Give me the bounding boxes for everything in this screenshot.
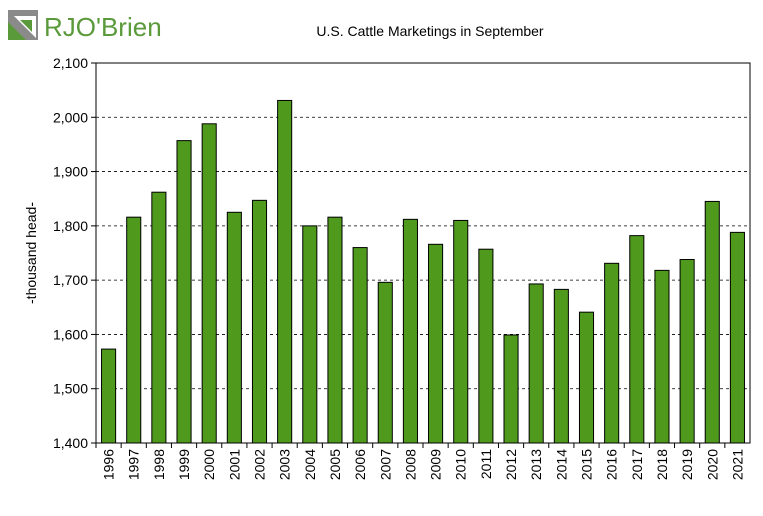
bar-2014 xyxy=(553,288,569,444)
x-tick-label-2011: 2011 xyxy=(478,449,494,479)
x-tick-label-2000: 2000 xyxy=(201,449,217,480)
bar-2000 xyxy=(201,123,217,444)
x-tick-label-2006: 2006 xyxy=(352,449,368,480)
bar-2007 xyxy=(377,281,393,444)
x-tick-label-2001: 2001 xyxy=(226,449,242,480)
logo-text: RJO'Brien xyxy=(44,12,162,42)
bar-2009 xyxy=(428,243,444,444)
y-axis-label: -thousand head- xyxy=(23,202,39,304)
y-tick-label: 1,400 xyxy=(53,435,88,451)
y-tick-label: 2,100 xyxy=(53,55,88,71)
x-tick-label-2004: 2004 xyxy=(302,449,318,480)
bar-2021 xyxy=(729,231,745,444)
bar-2002 xyxy=(251,199,268,444)
bar-2008 xyxy=(402,218,418,444)
x-tick-label-1999: 1999 xyxy=(176,449,192,480)
x-tick-label-2018: 2018 xyxy=(654,449,670,480)
bar-2001 xyxy=(226,211,242,444)
x-tick-label-1997: 1997 xyxy=(126,449,142,480)
bar-1998 xyxy=(151,191,167,444)
bar-2011 xyxy=(478,248,494,444)
bar-1996 xyxy=(101,348,117,444)
bar-2012 xyxy=(503,334,519,444)
rjobrien-logo: RJO'Brien xyxy=(8,10,162,42)
bar-1997 xyxy=(126,216,142,444)
y-tick-label: 1,500 xyxy=(53,381,88,397)
x-tick-label-1996: 1996 xyxy=(101,449,117,480)
bar-2020 xyxy=(704,200,720,444)
x-tick-label-2007: 2007 xyxy=(377,449,393,480)
bar-2006 xyxy=(352,247,368,444)
y-tick-label: 2,000 xyxy=(53,109,88,125)
x-tick-label-2017: 2017 xyxy=(629,449,645,480)
x-tick-label-2015: 2015 xyxy=(579,449,595,480)
x-tick-label-2021: 2021 xyxy=(729,449,745,480)
x-tick-label-2008: 2008 xyxy=(402,449,418,480)
x-tick-label-2002: 2002 xyxy=(252,449,268,480)
x-tick-label-2012: 2012 xyxy=(503,449,519,480)
bar-2017 xyxy=(629,235,645,444)
y-tick-label: 1,600 xyxy=(53,326,88,342)
x-tick-label-2016: 2016 xyxy=(604,449,620,480)
bar-2003 xyxy=(277,99,293,444)
chart-title: U.S. Cattle Marketings in September xyxy=(316,23,544,39)
bar-2018 xyxy=(654,269,670,444)
bar-2004 xyxy=(302,225,318,444)
bar-2013 xyxy=(528,283,544,444)
x-tick-label-2014: 2014 xyxy=(553,449,569,480)
x-tick-label-2010: 2010 xyxy=(453,449,469,480)
bar-1999 xyxy=(176,140,192,444)
plot-area-border xyxy=(95,62,751,444)
bar-2016 xyxy=(604,262,620,444)
bar-2005 xyxy=(327,216,343,444)
logo-mark-icon xyxy=(8,10,38,40)
x-tick-label-2019: 2019 xyxy=(679,449,695,480)
bar-2010 xyxy=(453,219,469,444)
x-tick-label-2020: 2020 xyxy=(704,449,720,480)
x-tick-label-1998: 1998 xyxy=(151,449,167,480)
y-tick-label: 1,900 xyxy=(53,164,88,180)
x-tick-label-2013: 2013 xyxy=(528,449,544,480)
bar-2015 xyxy=(578,311,595,444)
y-tick-label: 1,700 xyxy=(53,272,88,288)
y-tick-label: 1,800 xyxy=(53,218,88,234)
bar-2019 xyxy=(679,259,695,444)
x-tick-label-2009: 2009 xyxy=(428,449,444,480)
x-tick-label-2005: 2005 xyxy=(327,449,343,480)
x-tick-label-2003: 2003 xyxy=(277,449,293,480)
